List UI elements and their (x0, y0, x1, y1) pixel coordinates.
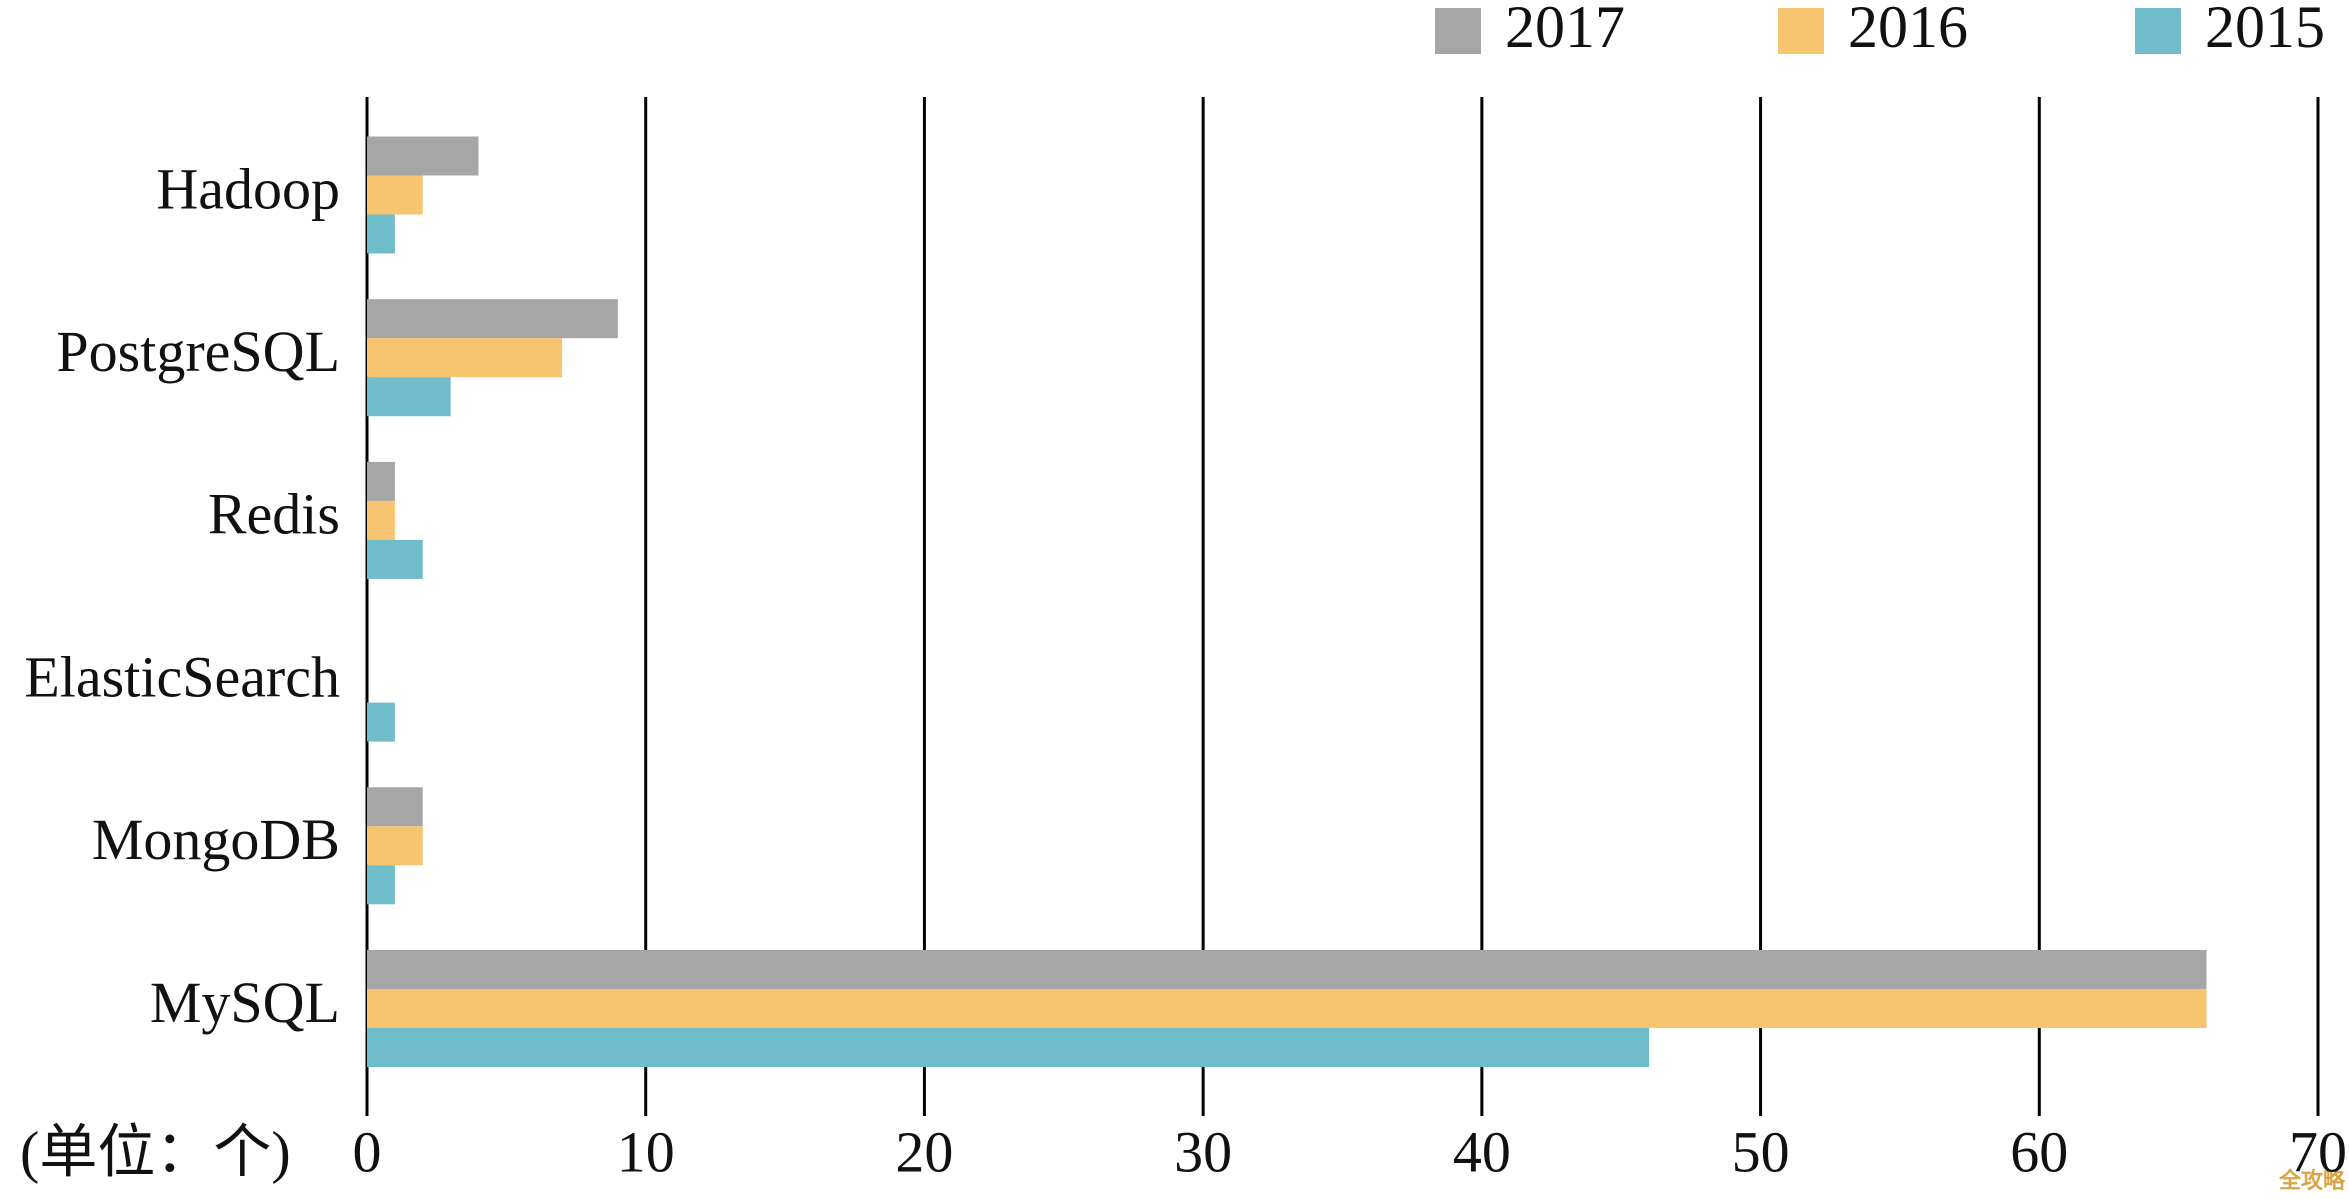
bar (367, 787, 423, 827)
x-tick-label: 70 (2289, 1119, 2347, 1184)
legend-label: 2017 (1505, 0, 1625, 60)
x-tick-label: 20 (895, 1119, 953, 1184)
legend-swatch (2135, 8, 2181, 54)
x-tick-label: 0 (353, 1119, 382, 1184)
bar (367, 865, 395, 905)
x-tick-label: 60 (2010, 1119, 2068, 1184)
bar (367, 1028, 1650, 1067)
bar (367, 500, 395, 540)
y-tick-label: Redis (208, 482, 340, 547)
bar (367, 461, 395, 501)
bar (367, 136, 479, 176)
bar (367, 299, 618, 339)
bar (367, 175, 423, 215)
bar (367, 338, 563, 378)
bar (367, 702, 395, 742)
legend-label: 2016 (1848, 0, 1968, 60)
unit-label: (单位：个) (20, 1119, 291, 1184)
x-tick-label: 50 (1732, 1119, 1790, 1184)
bar (367, 377, 451, 417)
bar (367, 826, 423, 866)
legend-label: 2015 (2205, 0, 2325, 60)
legend-swatch (1435, 8, 1481, 54)
y-tick-label: MongoDB (92, 807, 340, 872)
watermark: 全攻略 (2278, 1168, 2346, 1194)
bar (367, 950, 2207, 989)
x-tick-label: 10 (617, 1119, 675, 1184)
legend-swatch (1778, 8, 1824, 54)
y-tick-label: PostgreSQL (56, 319, 340, 384)
bar (367, 989, 2207, 1028)
y-tick-label: MySQL (150, 970, 340, 1035)
y-tick-label: ElasticSearch (24, 644, 340, 709)
bar (367, 214, 395, 254)
x-tick-label: 40 (1453, 1119, 1511, 1184)
bar (367, 539, 423, 579)
y-tick-label: Hadoop (156, 156, 340, 221)
x-tick-label: 30 (1174, 1119, 1232, 1184)
